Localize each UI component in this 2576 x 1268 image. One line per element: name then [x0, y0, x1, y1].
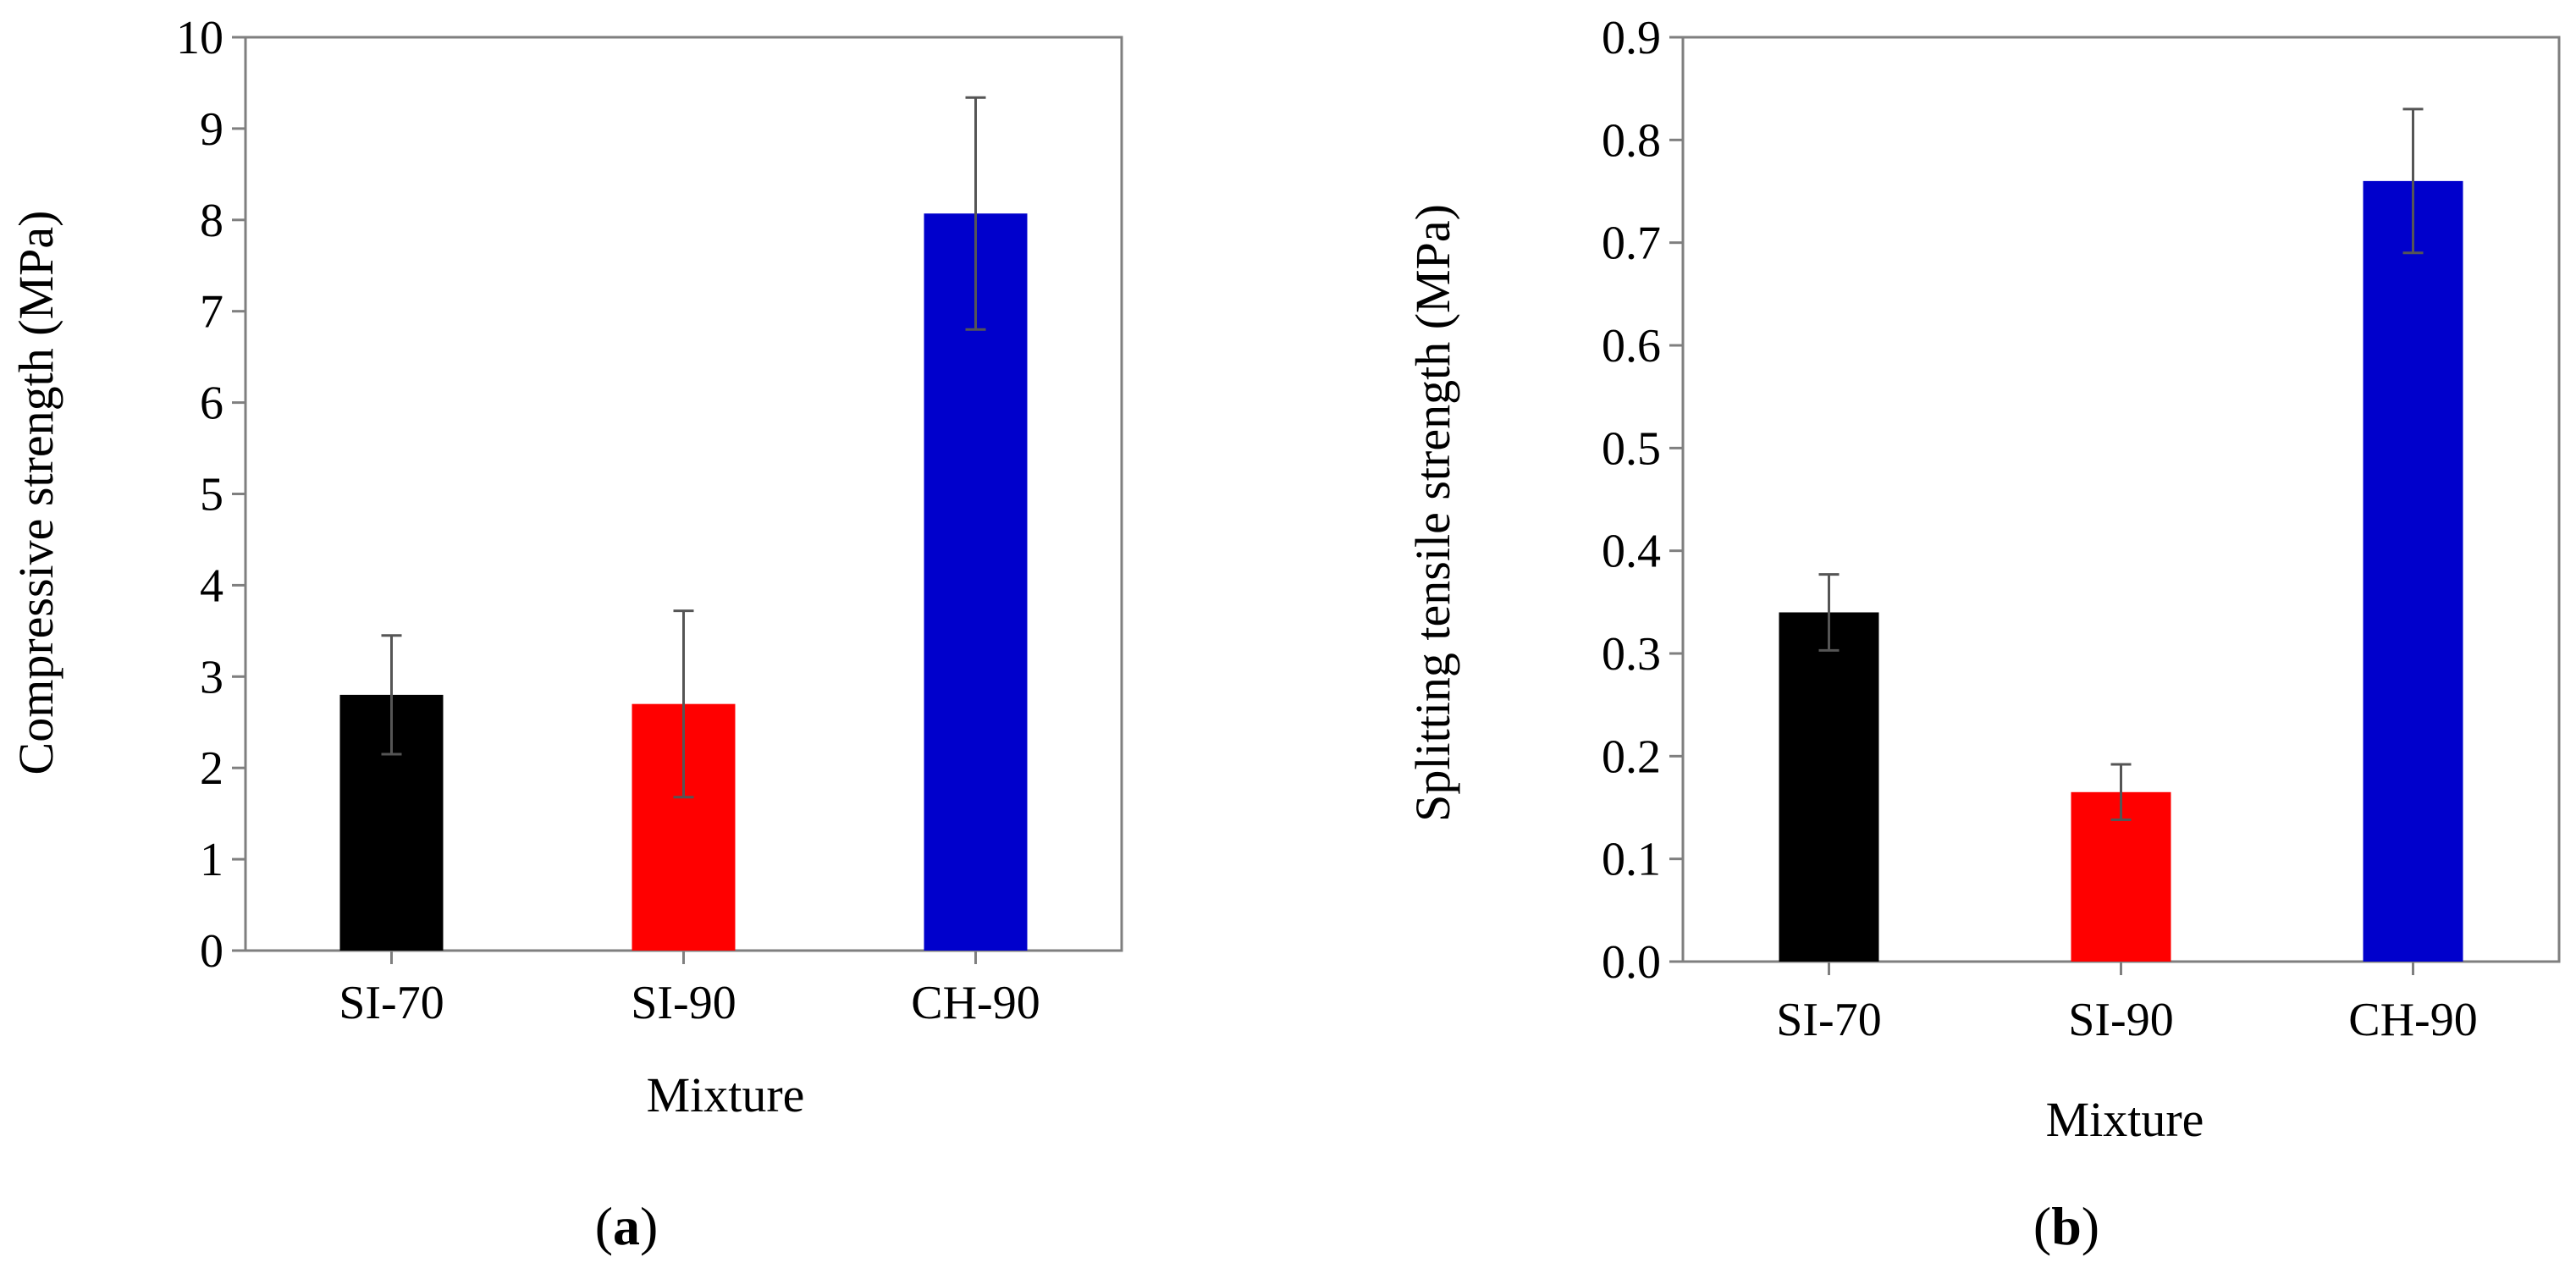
y-tick-label: 4 [200, 560, 223, 612]
y-tick-label: 9 [200, 103, 223, 156]
y-tick-label: 10 [176, 12, 223, 64]
y-tick-label: 6 [200, 378, 223, 430]
y-tick-label: 0.8 [1602, 114, 1661, 167]
panel-label-letter: a [613, 1196, 640, 1256]
y-tick-label: 0.6 [1602, 320, 1661, 372]
y-tick-label: 0.7 [1602, 218, 1661, 270]
y-tick-label: 0.0 [1602, 936, 1661, 989]
x-axis-categories: SI-70 SI-90 CH-90 [1776, 962, 2478, 1046]
x-category-label: CH-90 [2348, 994, 2477, 1046]
y-tick-label: 0.3 [1602, 628, 1661, 681]
x-axis-label: Mixture [2046, 1092, 2204, 1147]
y-tick-label: 0 [200, 925, 223, 978]
bars [1779, 108, 2463, 962]
chart-compressive-strength: 0 1 2 3 4 5 6 7 8 9 10 SI-70 SI-90 CH-90 Mixture Com… [8, 12, 1123, 1256]
bar-ch-90 [924, 213, 1028, 951]
y-tick-label: 0.9 [1602, 12, 1661, 64]
x-axis-categories: SI-70 SI-90 CH-90 [339, 951, 1040, 1029]
y-tick-label: 1 [200, 834, 223, 886]
x-category-label: CH-90 [911, 977, 1040, 1029]
x-category-label: SI-70 [1776, 994, 1881, 1046]
y-tick-label: 5 [200, 469, 223, 521]
bar-ch-90 [2363, 180, 2463, 962]
chart-splitting-tensile-strength: 0.0 0.1 0.2 0.3 0.4 0.5 0.6 0.7 0.8 0.9 SI-70 SI-9… [1405, 12, 2561, 1256]
y-axis-label: Splitting tensile strength (MPa) [1405, 204, 1460, 822]
y-tick-label: 0.4 [1602, 526, 1661, 578]
y-tick-label: 3 [200, 651, 223, 703]
y-tick-label: 7 [200, 286, 223, 339]
y-axis-ticks: 0 1 2 3 4 5 6 7 8 9 10 [176, 12, 245, 978]
x-category-label: SI-90 [631, 977, 736, 1029]
x-category-label: SI-70 [339, 977, 444, 1029]
y-tick-label: 8 [200, 195, 223, 247]
bars [339, 96, 1028, 951]
x-axis-label: Mixture [647, 1067, 805, 1122]
y-tick-label: 2 [200, 742, 223, 795]
y-axis-ticks: 0.0 0.1 0.2 0.3 0.4 0.5 0.6 0.7 0.8 0.9 [1602, 12, 1683, 989]
x-category-label: SI-90 [2068, 994, 2173, 1046]
y-tick-label: 0.2 [1602, 730, 1661, 783]
panel-label-letter: b [2051, 1196, 2082, 1256]
panel-label-b: (b) [2033, 1196, 2099, 1256]
panel-label-a: (a) [595, 1196, 659, 1256]
y-tick-label: 0.5 [1602, 422, 1661, 475]
y-tick-label: 0.1 [1602, 834, 1661, 886]
y-axis-label: Compressive strength (MPa) [8, 211, 63, 775]
bar-si-70 [1779, 612, 1879, 962]
